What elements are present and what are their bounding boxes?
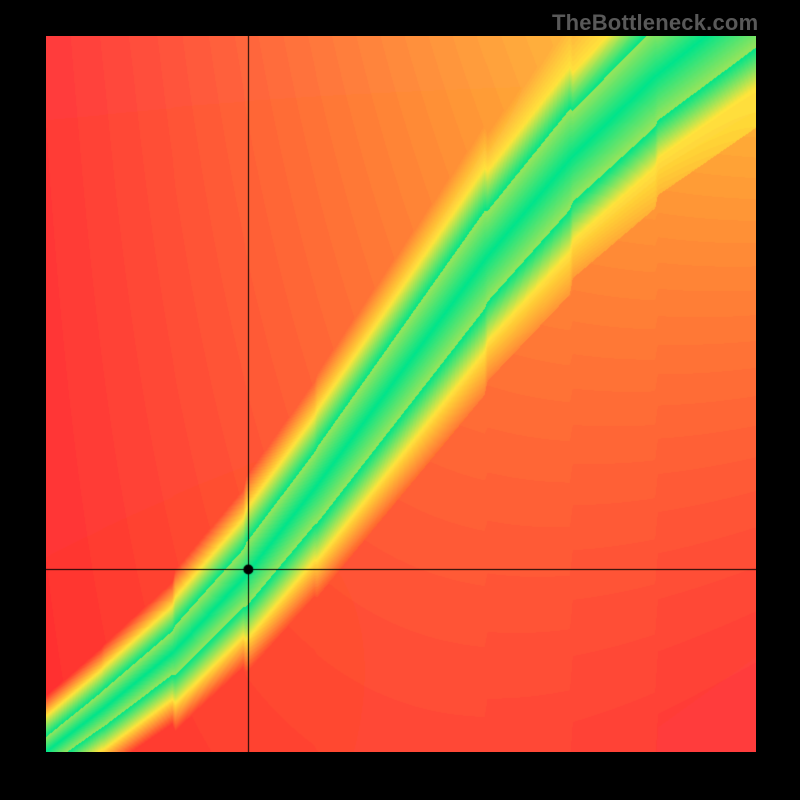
watermark-text: TheBottleneck.com [552, 10, 758, 36]
bottleneck-heatmap-canvas [46, 36, 756, 752]
